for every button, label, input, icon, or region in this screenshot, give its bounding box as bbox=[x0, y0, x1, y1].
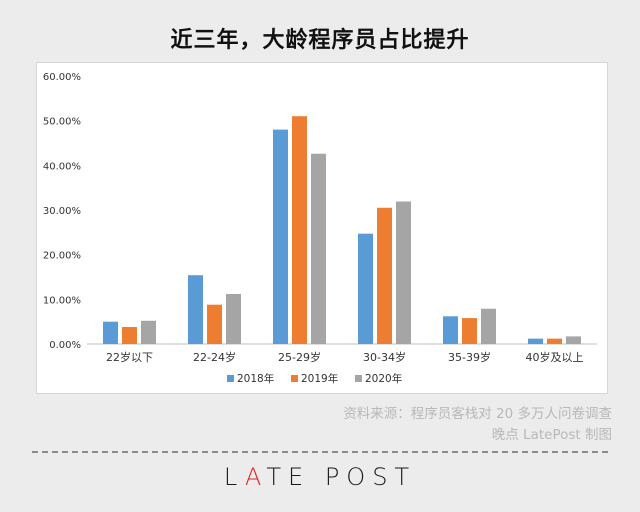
bar bbox=[358, 233, 373, 344]
legend-label: 2020年 bbox=[365, 372, 402, 385]
bar bbox=[188, 275, 203, 344]
x-tick-label: 35-39岁 bbox=[448, 350, 491, 364]
y-tick-label: 20.00% bbox=[43, 251, 81, 262]
bar bbox=[273, 129, 288, 344]
chart-card: 0.00% 10.00% 20.00% 30.00% 40.00% 50.00% 60.00… bbox=[36, 62, 608, 394]
bar bbox=[443, 316, 458, 344]
chart-title: 近三年，大龄程序员占比提升 bbox=[170, 28, 470, 53]
logo-accent-letter: A bbox=[244, 463, 267, 491]
legend-label: 2018年 bbox=[237, 372, 274, 385]
bar bbox=[292, 116, 307, 344]
y-tick-label: 10.00% bbox=[43, 295, 81, 306]
y-tick-label: 50.00% bbox=[43, 117, 81, 128]
bar bbox=[462, 318, 477, 344]
bar bbox=[566, 336, 581, 344]
y-tick-label: 60.00% bbox=[43, 72, 81, 83]
legend-label: 2019年 bbox=[301, 372, 338, 385]
x-tick-label: 40岁及以上 bbox=[526, 350, 584, 364]
bar bbox=[103, 321, 118, 344]
y-tick-label: 30.00% bbox=[43, 206, 81, 217]
bar bbox=[547, 338, 562, 344]
x-tick-label: 25-29岁 bbox=[278, 350, 321, 364]
y-tick-label: 0.00% bbox=[49, 340, 81, 351]
x-tick-label: 30-34岁 bbox=[363, 350, 406, 364]
bar bbox=[311, 153, 326, 344]
y-tick-label: 40.00% bbox=[43, 161, 81, 172]
bar-chart: 0.00% 10.00% 20.00% 30.00% 40.00% 50.00% 60.00… bbox=[43, 72, 597, 385]
source-note: 资料来源：程序员客栈对 20 多万人问卷调查 晚点 LatePost 制图 bbox=[343, 404, 612, 446]
x-tick-label: 22-24岁 bbox=[193, 350, 236, 364]
legend-swatch bbox=[291, 375, 298, 382]
bar bbox=[207, 304, 222, 344]
bar bbox=[396, 201, 411, 344]
legend-swatch bbox=[227, 375, 234, 382]
bar bbox=[122, 327, 137, 344]
bar bbox=[528, 338, 543, 344]
bar bbox=[141, 320, 156, 344]
bar bbox=[226, 293, 241, 344]
source-line: 资料来源：程序员客栈对 20 多万人问卷调查 bbox=[343, 406, 612, 422]
legend-swatch bbox=[355, 375, 362, 382]
bar bbox=[481, 308, 496, 344]
latepost-logo: LATE POST bbox=[223, 463, 417, 491]
bar bbox=[377, 207, 392, 344]
x-tick-label: 22岁以下 bbox=[106, 350, 153, 364]
credit-line: 晚点 LatePost 制图 bbox=[491, 427, 612, 443]
dashed-divider bbox=[32, 451, 608, 453]
